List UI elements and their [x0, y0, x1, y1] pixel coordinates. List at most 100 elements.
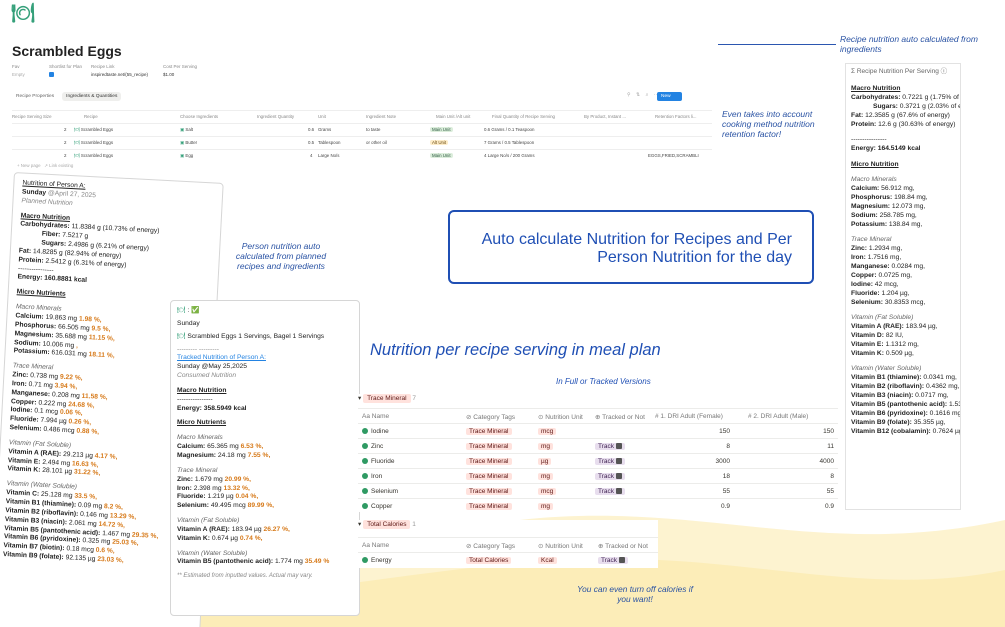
track-toggle[interactable]: Track: [595, 458, 626, 465]
tab-recipe-properties[interactable]: Recipe Properties: [16, 94, 55, 99]
nutrient-icon: [362, 458, 368, 465]
triangle-down-icon[interactable]: ▾: [358, 395, 362, 402]
ingredient-cell[interactable]: ▣ Salt: [180, 127, 193, 132]
checkbox-icon[interactable]: [619, 557, 626, 564]
nutrient-line: Vitamin E: 1.1312 mg,: [851, 340, 919, 348]
nutrient-icon: [362, 557, 368, 564]
nutrient-line: Vitamin D: 82 IU,: [851, 331, 904, 339]
track-toggle[interactable]: Track: [598, 557, 629, 564]
callout-person-auto: Person nutrition auto calculated from pl…: [235, 241, 327, 271]
nutrient-line: Selenium: 49.495 mcg 89.99 %,: [177, 502, 275, 510]
nutrient-line: Vitamin A (RAE): 183.94 µg,: [851, 322, 938, 330]
trace-mineral-table: ▾ Trace Mineral 7 Aa Name ⊘ Category Tag…: [358, 394, 838, 512]
nutrient-line: Calcium: 56.912 mg,: [851, 185, 915, 193]
nutrient-line: Iron: 1.7516 mg,: [851, 254, 902, 262]
table-row[interactable]: Iodine Trace Mineral mcg 150 150: [358, 423, 838, 438]
table-row[interactable]: 2 🍽 Scrambled Eggs ▣ Egg 4 Large No/s Ma…: [12, 149, 712, 162]
callout-retention: Even takes into account cooking method n…: [722, 109, 815, 139]
nutrient-icon: [362, 488, 368, 495]
checkbox-icon[interactable]: [616, 488, 623, 495]
table-header: Aa Name ⊘ Category Tags ⊙ Nutrition Unit…: [358, 537, 658, 552]
nutrient-line: Vitamin B6 (pyridoxine): 0.1616 mg,: [851, 409, 961, 417]
nutrient-line: Sodium: 258.785 mg,: [851, 212, 917, 220]
checkbox-icon[interactable]: [616, 458, 623, 465]
recipe-nutrition-card: Σ Recipe Nutrition Per Serving ⓘ Macro N…: [845, 63, 961, 510]
nutrient-icon: [362, 503, 368, 510]
nutrient-line: Fat: 12.3585 g (67.6% of energy): [851, 111, 950, 119]
nutrient-line: Vitamin B9 (folate): 35.355 µg,: [851, 418, 946, 426]
meal-plan-title: Nutrition per recipe serving in meal pla…: [370, 341, 661, 359]
table-header: Recipe Serving Size Recipe Choose Ingred…: [12, 110, 712, 123]
table-row[interactable]: Fluoride Trace Mineral µg Track 3000 4000: [358, 453, 838, 468]
callout-recipe-auto: Recipe nutrition auto calculated from in…: [840, 34, 978, 54]
nutrient-line: Magnesium: 24.18 mg 7.55 %,: [177, 451, 271, 459]
prop-cost[interactable]: Cost Per Serving $1.00: [163, 64, 198, 77]
view-tabs: Recipe Properties Ingredients & Quantitie…: [12, 92, 125, 101]
recipe-cell[interactable]: 🍽 Scrambled Eggs: [74, 153, 114, 158]
headline-box: Auto calculate Nutrition for Recipes and…: [448, 210, 814, 284]
group-toggle[interactable]: ▾ Total Calories 1: [358, 520, 416, 529]
callout-line: [718, 44, 836, 45]
nutrient-line: Sugars: 0.3721 g (2.03% of energy): [873, 102, 960, 110]
recipe-page: 🍽 Scrambled Eggs Fav Empty Shortlist for …: [0, 0, 712, 180]
ingredient-cell[interactable]: ▣ Butter: [180, 140, 198, 145]
nutrient-icon: [362, 473, 368, 480]
track-toggle[interactable]: Track: [595, 443, 626, 450]
nutrient-line: Fluoride: 1.204 µg,: [851, 290, 910, 298]
nutrient-line: Magnesium: 12.073 mg,: [851, 203, 926, 211]
calories-table: ▾ Total Calories 1 Aa Name ⊘ Category Ta…: [358, 520, 658, 568]
track-toggle[interactable]: Track: [595, 488, 626, 495]
nutrient-line: Vitamin B5 (pantothenic acid): 1.774 mg …: [177, 558, 330, 566]
recipe-cell[interactable]: 🍽 Scrambled Eggs: [74, 127, 114, 132]
checkbox-icon[interactable]: [616, 473, 623, 480]
nutrient-line: Calcium: 65.365 mg 6.53 %,: [177, 443, 264, 451]
nutrient-line: Potassium: 138.84 mg,: [851, 221, 923, 229]
table-row[interactable]: Iron Trace Mineral mg Track 18 8: [358, 468, 838, 483]
cutlery-plate-icon: 🍽: [11, 3, 36, 24]
meal-list[interactable]: 🍽 Scrambled Eggs 1 Servings, Bagel 1 Ser…: [177, 332, 325, 340]
nutrient-icon: [362, 428, 368, 435]
nutrient-line: Zinc: 1.679 mg 20.99 %,: [177, 475, 251, 483]
group-toggle[interactable]: ▾ Trace Mineral 7: [358, 394, 417, 403]
table-row[interactable]: 2 🍽 Scrambled Eggs ▣ Butter 0.5 Tablespo…: [12, 136, 712, 149]
nutrient-line: Vitamin B12 (cobalamin): 0.7624 µg,,: [851, 427, 960, 435]
table-row[interactable]: Zinc Trace Mineral mg Track 8 11: [358, 438, 838, 453]
nutrient-line: Vitamin K: 0.509 µg,: [851, 349, 914, 357]
prop-fav[interactable]: Fav Empty: [12, 64, 25, 77]
checkbox-icon[interactable]: [49, 72, 54, 77]
nutrient-line: Carbohydrates: 0.7221 g (1.75% of energy…: [851, 93, 960, 101]
nutrient-line: Selenium: 30.8353 mcg,: [851, 299, 926, 307]
track-toggle[interactable]: Track: [595, 473, 626, 480]
new-page-link[interactable]: + New page: [17, 163, 41, 168]
nutrient-line: Vitamin A (RAE): 183.94 µg 26.27 %,: [177, 525, 290, 533]
prop-shortlist[interactable]: Shortlist for Plan: [49, 64, 82, 78]
prop-recipe-link[interactable]: Recipe Link inspiredtaste.net/(55_recipe): [91, 64, 149, 77]
nutrient-line: Phosphorus: 198.84 mg,: [851, 194, 928, 202]
ingredient-cell[interactable]: ▣ Egg: [180, 153, 194, 158]
link-existing[interactable]: ↗ Link existing: [44, 163, 74, 168]
checkbox-icon[interactable]: [616, 443, 623, 450]
recipe-nutrition-header: Σ Recipe Nutrition Per Serving ⓘ: [851, 68, 948, 75]
page-title: Scrambled Eggs: [12, 43, 122, 59]
table-footer: + New page ↗ Link existing: [17, 163, 73, 169]
nutrient-line: Copper: 0.0725 mg,: [851, 272, 912, 280]
recipe-cell[interactable]: 🍽 Scrambled Eggs: [74, 140, 114, 145]
nutrient-line: Vitamin K: 0.674 µg 0.74 %,: [177, 534, 263, 542]
new-button[interactable]: New: [657, 92, 682, 101]
nutrient-icon: [362, 443, 368, 450]
toolbar-icons[interactable]: ⚲ ⇅ ⌕ ⋯: [627, 92, 661, 98]
table-row[interactable]: Energy Total Calories Kcal Track: [358, 552, 658, 567]
nutrient-line: Vitamin B3 (niacin): 0.0717 mg,: [851, 391, 949, 399]
nutrient-line: Manganese: 0.0284 mg,: [851, 263, 925, 271]
table-row[interactable]: Copper Trace Mineral mg 0.9 0.9: [358, 498, 838, 513]
nutrient-line: Fluoride: 1.219 µg 0.04 %,: [177, 493, 259, 501]
triangle-down-icon[interactable]: ▾: [358, 521, 362, 528]
nutrient-line: Zinc: 1.2934 mg,: [851, 245, 903, 253]
table-row[interactable]: 2 🍽 Scrambled Eggs ▣ Salt 0.6 Grams to t…: [12, 123, 712, 136]
cutlery-icon: 🍽: [177, 307, 186, 314]
tracked-link[interactable]: Tracked Nutrition of Person A:: [177, 354, 266, 362]
table-row[interactable]: Selenium Trace Mineral mcg Track 55 55: [358, 483, 838, 498]
tab-ingredients[interactable]: Ingredients & Quantities: [62, 92, 122, 101]
nutrient-line: Iron: 2.398 mg 13.32 %,: [177, 484, 250, 492]
nutrient-line: Iodine: 42 mcg,: [851, 281, 899, 289]
